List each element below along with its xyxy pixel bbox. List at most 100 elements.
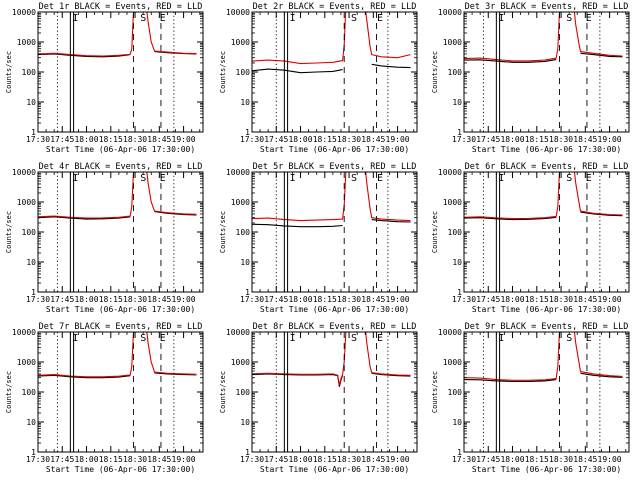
- chart-9-marker-i-1: I: [498, 333, 504, 344]
- chart-1-xtick-label-4: 18:15: [99, 135, 123, 144]
- chart-8-series-2-line-1: [252, 332, 411, 386]
- chart-8-xtick-label-3: 18:00: [288, 455, 312, 464]
- chart-4-ylabel: Counts/sec: [5, 211, 13, 253]
- chart-4-xtick-label-4: 18:15: [99, 295, 123, 304]
- chart-4-marker-i-1: I: [72, 173, 78, 184]
- chart-5-xtick-label-5: 18:30: [337, 295, 361, 304]
- chart-8-ytick-label-1: 1: [245, 448, 250, 457]
- chart-4-xtick-label-5: 18:30: [123, 295, 147, 304]
- chart-3-series-1-line-1: [464, 59, 557, 63]
- chart-1-xlabel: Start Time (06-Apr-06 17:30:00): [46, 145, 195, 154]
- chart-7-ytick-label-5: 10000: [12, 328, 36, 337]
- chart-1-xtick-label-5: 18:30: [123, 135, 147, 144]
- chart-1-ytick-label-1: 1: [31, 128, 36, 137]
- chart-6-ytick-label-1: 1: [457, 288, 462, 297]
- chart-4-ytick-label-5: 10000: [12, 168, 36, 177]
- chart-2-marker-i-1: I: [290, 13, 296, 24]
- chart-6-xtick-label-4: 18:15: [525, 295, 549, 304]
- chart-7-xtick-label-2: 17:45: [50, 455, 74, 464]
- chart-8-frame: [251, 331, 418, 453]
- chart-1-title: Det 1r BLACK = Events, RED = LLD: [39, 2, 203, 12]
- chart-8-series-1-line-2: [371, 372, 411, 377]
- chart-2-ytick-label-2: 10: [240, 98, 250, 107]
- chart-2-ytick-label-4: 1000: [231, 38, 250, 47]
- chart-9-series-1-line-1: [464, 379, 557, 382]
- chart-3-ytick-label-2: 10: [452, 98, 462, 107]
- chart-2-ylabel: Counts/sec: [219, 51, 227, 93]
- chart-4-frame: [37, 171, 204, 293]
- chart-9-xtick-label-5: 18:30: [549, 455, 573, 464]
- chart-5-xtick-label-4: 18:15: [313, 295, 337, 304]
- chart-8-xtick-label-6: 18:45: [361, 455, 385, 464]
- chart-3-xtick-label-7: 19:00: [598, 135, 622, 144]
- chart-1-marker-s-2: S: [140, 13, 146, 24]
- chart-9-xlabel: Start Time (06-Apr-06 17:30:00): [472, 465, 621, 474]
- chart-2-xtick-label-7: 19:00: [386, 135, 410, 144]
- chart-5-marker-s-2: S: [351, 173, 357, 184]
- chart-1-xtick-label-6: 18:45: [147, 135, 171, 144]
- chart-5-frame: [251, 171, 418, 293]
- chart-9-xtick-label-4: 18:15: [525, 455, 549, 464]
- chart-5-xtick-label-1: 17:30: [240, 295, 264, 304]
- chart-6-ytick-label-3: 100: [448, 228, 463, 237]
- chart-6-marker-e-3: E: [586, 173, 592, 184]
- chart-7-ylabel: Counts/sec: [5, 371, 13, 413]
- chart-4-xtick-label-7: 19:00: [172, 295, 196, 304]
- chart-5-series-2-line-1: [252, 172, 411, 222]
- chart-3-ytick-label-5: 10000: [438, 8, 462, 17]
- chart-4-ytick-label-1: 1: [31, 288, 36, 297]
- chart-1-series-1-line-1: [38, 53, 131, 58]
- chart-6-marker-i-1: I: [498, 173, 504, 184]
- chart-2-xtick-label-4: 18:15: [313, 135, 337, 144]
- chart-9-xtick-label-2: 17:45: [476, 455, 500, 464]
- chart-6-frame: [463, 171, 630, 293]
- chart-3-xtick-label-5: 18:30: [549, 135, 573, 144]
- chart-5-xtick-label-7: 19:00: [386, 295, 410, 304]
- chart-5-ytick-label-4: 1000: [231, 198, 250, 207]
- chart-3-ylabel: Counts/sec: [431, 51, 439, 93]
- chart-2-plot-area: [252, 12, 411, 74]
- chart-8-marker-i-1: I: [290, 333, 296, 344]
- chart-6-series-1-line-2: [580, 211, 623, 217]
- chart-7-ytick-label-3: 100: [22, 388, 37, 397]
- chart-5-marker-e-3: E: [377, 173, 383, 184]
- chart-6-marker-s-2: S: [566, 173, 572, 184]
- chart-7-xtick-label-6: 18:45: [147, 455, 171, 464]
- chart-5-ytick-label-2: 10: [240, 258, 250, 267]
- chart-9-xtick-label-3: 18:00: [500, 455, 524, 464]
- chart-7-marker-s-2: S: [140, 333, 146, 344]
- chart-7-ytick-label-2: 10: [26, 418, 36, 427]
- chart-8-ytick-label-3: 100: [236, 388, 251, 397]
- chart-9-frame: [463, 331, 630, 453]
- chart-6-ytick-label-5: 10000: [438, 168, 462, 177]
- chart-4-ytick-label-3: 100: [22, 228, 37, 237]
- chart-2-frame: [251, 11, 418, 133]
- chart-2-xtick-label-1: 17:30: [240, 135, 264, 144]
- chart-9-ytick-label-2: 10: [452, 418, 462, 427]
- chart-5-title: Det 5r BLACK = Events, RED = LLD: [253, 162, 417, 172]
- chart-7-series-1-line-2: [154, 372, 197, 376]
- chart-2-title: Det 2r BLACK = Events, RED = LLD: [253, 2, 417, 12]
- chart-3-xtick-label-4: 18:15: [525, 135, 549, 144]
- chart-4-xtick-label-1: 17:30: [26, 295, 50, 304]
- chart-2-ytick-label-3: 100: [236, 68, 251, 77]
- chart-7-xtick-label-7: 19:00: [172, 455, 196, 464]
- chart-7-marker-i-1: I: [72, 333, 78, 344]
- chart-7-xtick-label-1: 17:30: [26, 455, 50, 464]
- chart-2-ytick-label-5: 10000: [226, 8, 250, 17]
- chart-7-xtick-label-5: 18:30: [123, 455, 147, 464]
- chart-8-ytick-label-4: 1000: [231, 358, 250, 367]
- chart-1-ylabel: Counts/sec: [5, 51, 13, 93]
- chart-7-series-1-line-1: [38, 374, 131, 379]
- chart-3-marker-s-2: S: [566, 13, 572, 24]
- chart-4-marker-e-3: E: [160, 173, 166, 184]
- chart-8-title: Det 8r BLACK = Events, RED = LLD: [253, 322, 417, 332]
- chart-6-xlabel: Start Time (06-Apr-06 17:30:00): [472, 305, 621, 314]
- chart-9-title: Det 9r BLACK = Events, RED = LLD: [465, 322, 629, 332]
- chart-2-xlabel: Start Time (06-Apr-06 17:30:00): [260, 145, 409, 154]
